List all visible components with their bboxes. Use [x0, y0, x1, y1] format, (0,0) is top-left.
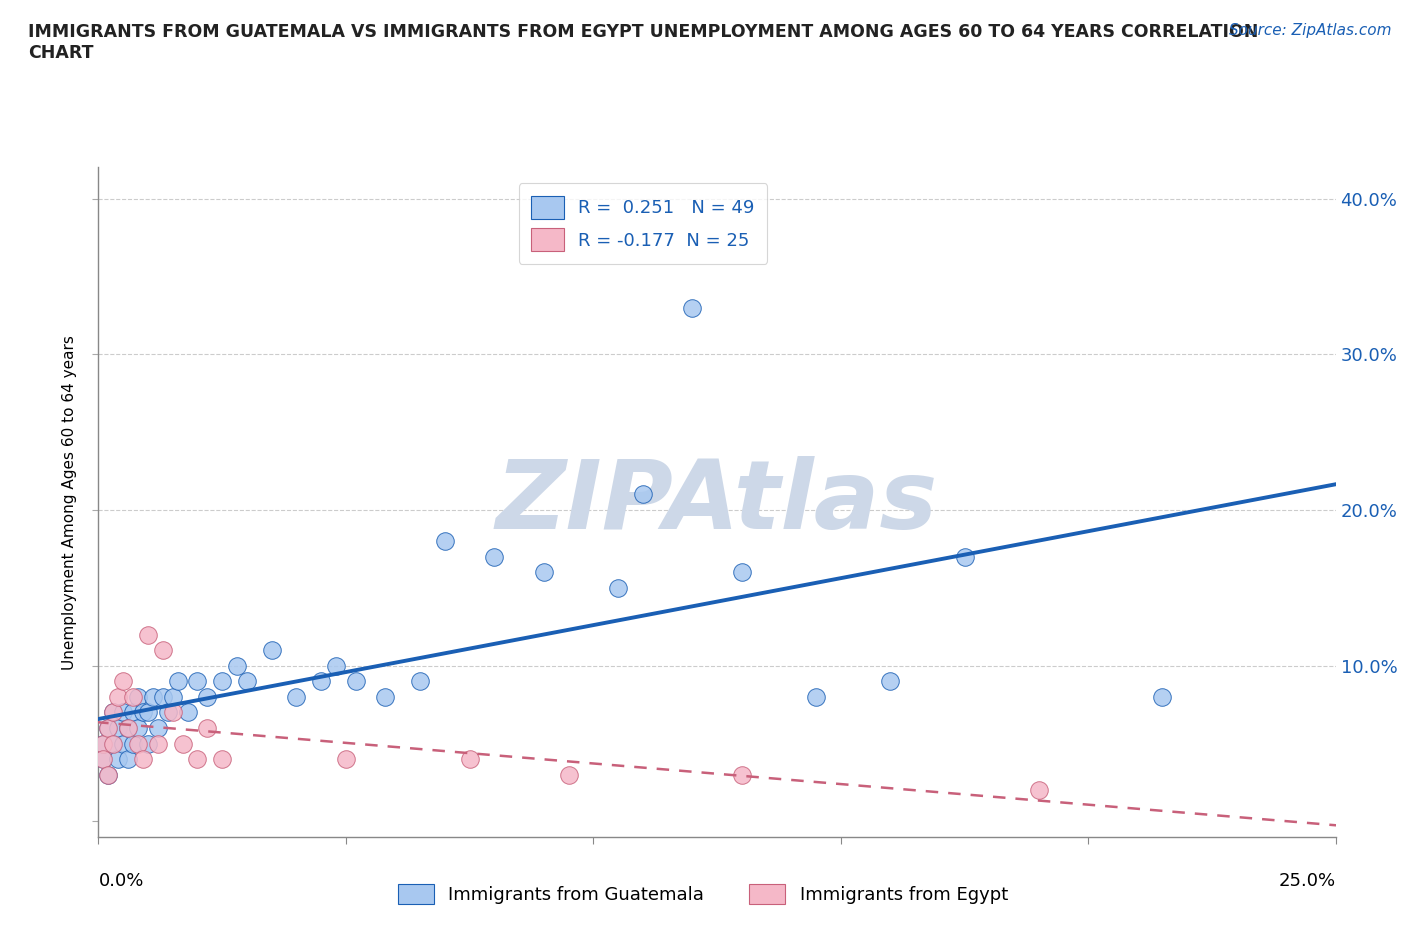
Point [953, 550, 976, 565]
Point [117, 751, 139, 766]
Point [127, 737, 149, 751]
Point [325, 658, 347, 673]
Point [172, 737, 194, 751]
Point [136, 627, 159, 642]
Point [97, 767, 120, 782]
Point [122, 705, 145, 720]
Point [236, 674, 259, 689]
Point [132, 751, 155, 766]
Point [533, 565, 555, 579]
Point [117, 721, 139, 736]
Text: ZIPAtlas: ZIPAtlas [496, 456, 938, 549]
Point [156, 705, 179, 720]
Text: 25.0%: 25.0% [1278, 872, 1336, 890]
Point [484, 550, 506, 565]
Point [458, 751, 481, 766]
Point [136, 737, 159, 751]
Point [1152, 689, 1174, 704]
Point [804, 689, 827, 704]
Point [107, 751, 129, 766]
Text: IMMIGRANTS FROM GUATEMALA VS IMMIGRANTS FROM EGYPT UNEMPLOYMENT AMONG AGES 60 TO: IMMIGRANTS FROM GUATEMALA VS IMMIGRANTS … [28, 23, 1258, 62]
Point [93, 737, 115, 751]
Point [211, 751, 233, 766]
Point [112, 674, 135, 689]
Point [1028, 783, 1050, 798]
Point [226, 658, 249, 673]
Point [122, 689, 145, 704]
Point [162, 705, 184, 720]
Point [681, 300, 703, 315]
Point [112, 705, 135, 720]
Point [731, 565, 754, 579]
Point [631, 487, 654, 502]
Point [731, 767, 754, 782]
Text: Source: ZipAtlas.com: Source: ZipAtlas.com [1229, 23, 1392, 38]
Point [879, 674, 901, 689]
Point [103, 737, 125, 751]
Point [97, 721, 120, 736]
Point [136, 705, 159, 720]
Point [146, 721, 169, 736]
Point [186, 751, 208, 766]
Point [285, 689, 308, 704]
Point [112, 737, 135, 751]
Point [152, 643, 174, 658]
Point [97, 721, 120, 736]
Text: 0.0%: 0.0% [98, 872, 143, 890]
Point [127, 721, 149, 736]
Point [103, 705, 125, 720]
Point [117, 721, 139, 736]
Point [127, 689, 149, 704]
Point [186, 674, 208, 689]
Point [162, 689, 184, 704]
Point [122, 737, 145, 751]
Point [176, 705, 198, 720]
Point [195, 721, 218, 736]
Point [152, 689, 174, 704]
Legend: Immigrants from Guatemala, Immigrants from Egypt: Immigrants from Guatemala, Immigrants fr… [391, 876, 1015, 911]
Point [103, 705, 125, 720]
Point [374, 689, 396, 704]
Point [166, 674, 188, 689]
Point [195, 689, 218, 704]
Point [97, 767, 120, 782]
Point [93, 737, 115, 751]
Point [433, 534, 456, 549]
Point [557, 767, 579, 782]
Point [344, 674, 367, 689]
Point [607, 580, 630, 595]
Point [107, 689, 129, 704]
Point [132, 705, 155, 720]
Point [409, 674, 432, 689]
Point [146, 737, 169, 751]
Point [260, 643, 283, 658]
Y-axis label: Unemployment Among Ages 60 to 64 years: Unemployment Among Ages 60 to 64 years [62, 335, 77, 670]
Legend: R =  0.251   N = 49, R = -0.177  N = 25: R = 0.251 N = 49, R = -0.177 N = 25 [519, 183, 768, 264]
Point [103, 737, 125, 751]
Point [93, 751, 115, 766]
Point [107, 721, 129, 736]
Point [309, 674, 332, 689]
Point [335, 751, 357, 766]
Point [93, 751, 115, 766]
Point [211, 674, 233, 689]
Point [142, 689, 165, 704]
